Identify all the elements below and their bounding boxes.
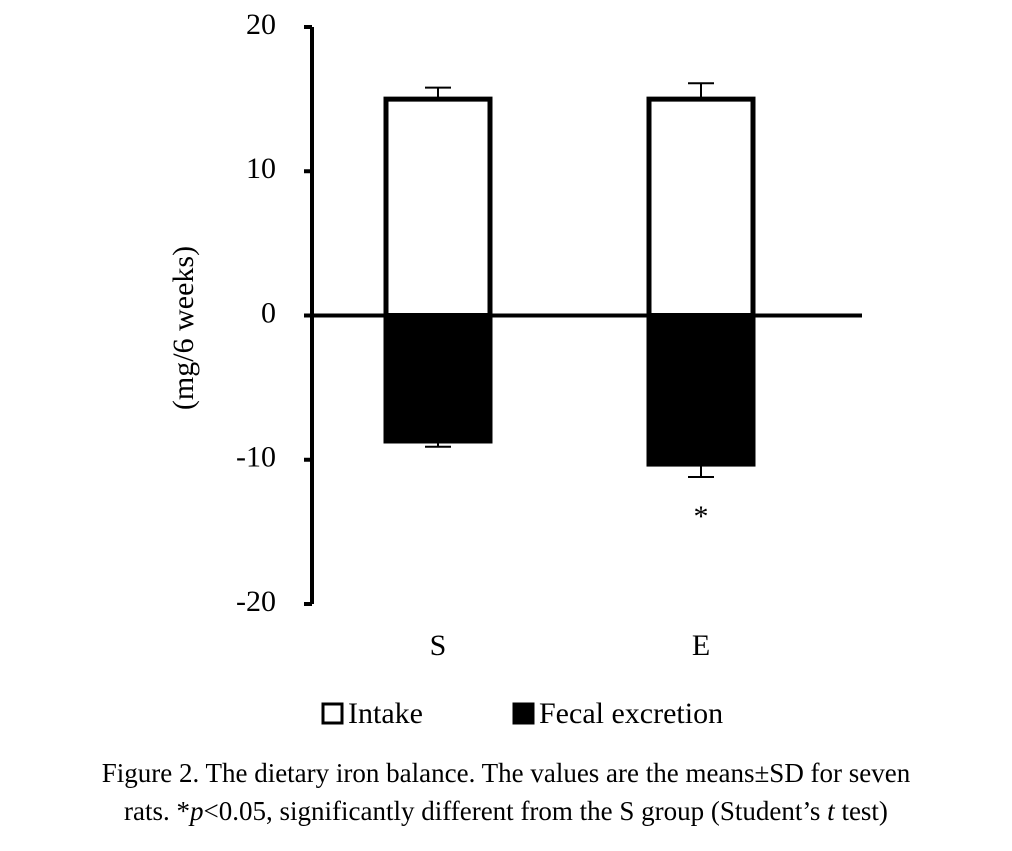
caption-part: t xyxy=(827,796,836,826)
caption: Figure 2. The dietary iron balance. The … xyxy=(102,758,911,788)
x-tick-label: S xyxy=(430,629,447,662)
legend-label: Fecal excretion xyxy=(539,697,723,730)
legend-swatch xyxy=(321,702,344,725)
annotation: * xyxy=(694,500,709,533)
y-tick-label: 10 xyxy=(246,152,276,185)
y-tick-label: 20 xyxy=(246,8,276,41)
legend-swatch xyxy=(512,702,535,725)
caption-part: test) xyxy=(835,796,888,826)
error-bar xyxy=(425,440,451,448)
x-tick-label: E xyxy=(692,629,710,662)
y-tick-label: -10 xyxy=(236,441,276,474)
legend-label: Intake xyxy=(348,697,423,730)
bar xyxy=(646,96,756,318)
error-bar xyxy=(425,86,451,100)
caption-part: <0.05, significantly different from the … xyxy=(204,796,828,826)
caption: rats. *p<0.05, significantly different f… xyxy=(124,796,888,826)
caption-part: rats. * xyxy=(124,796,190,826)
y-tick-label: -20 xyxy=(236,585,276,618)
bar xyxy=(646,313,756,467)
bar xyxy=(383,313,493,444)
caption-part: p xyxy=(188,796,204,826)
y-axis-label: (mg/6 weeks) xyxy=(167,246,200,410)
error-bar xyxy=(688,464,714,479)
bar xyxy=(383,96,493,318)
y-tick-label: 0 xyxy=(261,296,276,329)
error-bar xyxy=(688,82,714,100)
